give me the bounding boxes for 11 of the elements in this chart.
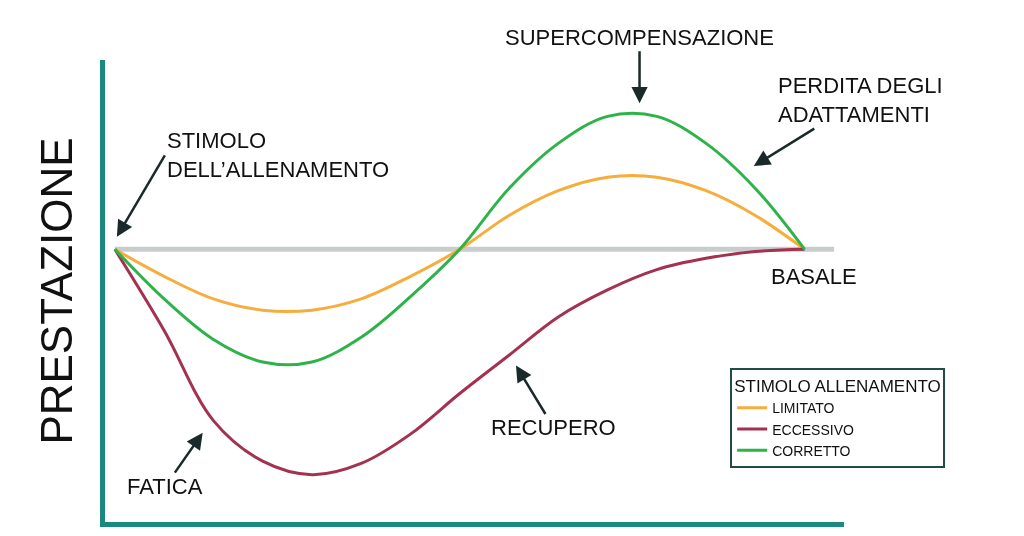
annotation: RECUPERO	[491, 415, 616, 440]
legend-label: ECCESSIVO	[772, 421, 854, 438]
annotation: PERDITA DEGLI ADATTAMENTI	[778, 73, 943, 127]
legend-label: CORRETTO	[772, 442, 851, 459]
annotation: FATICA	[127, 474, 203, 499]
text: SUPERCOMPENSAZIONE	[505, 25, 774, 50]
legend-title: STIMOLO ALLENAMENTO	[734, 377, 941, 397]
legend-label: LIMITATO	[772, 400, 835, 417]
annotation: STIMOLO DELL’ALLENAMENTO	[167, 128, 390, 182]
y-axis-title: PRESTAZIONE	[32, 137, 82, 445]
annotation: BASALE	[771, 264, 857, 289]
